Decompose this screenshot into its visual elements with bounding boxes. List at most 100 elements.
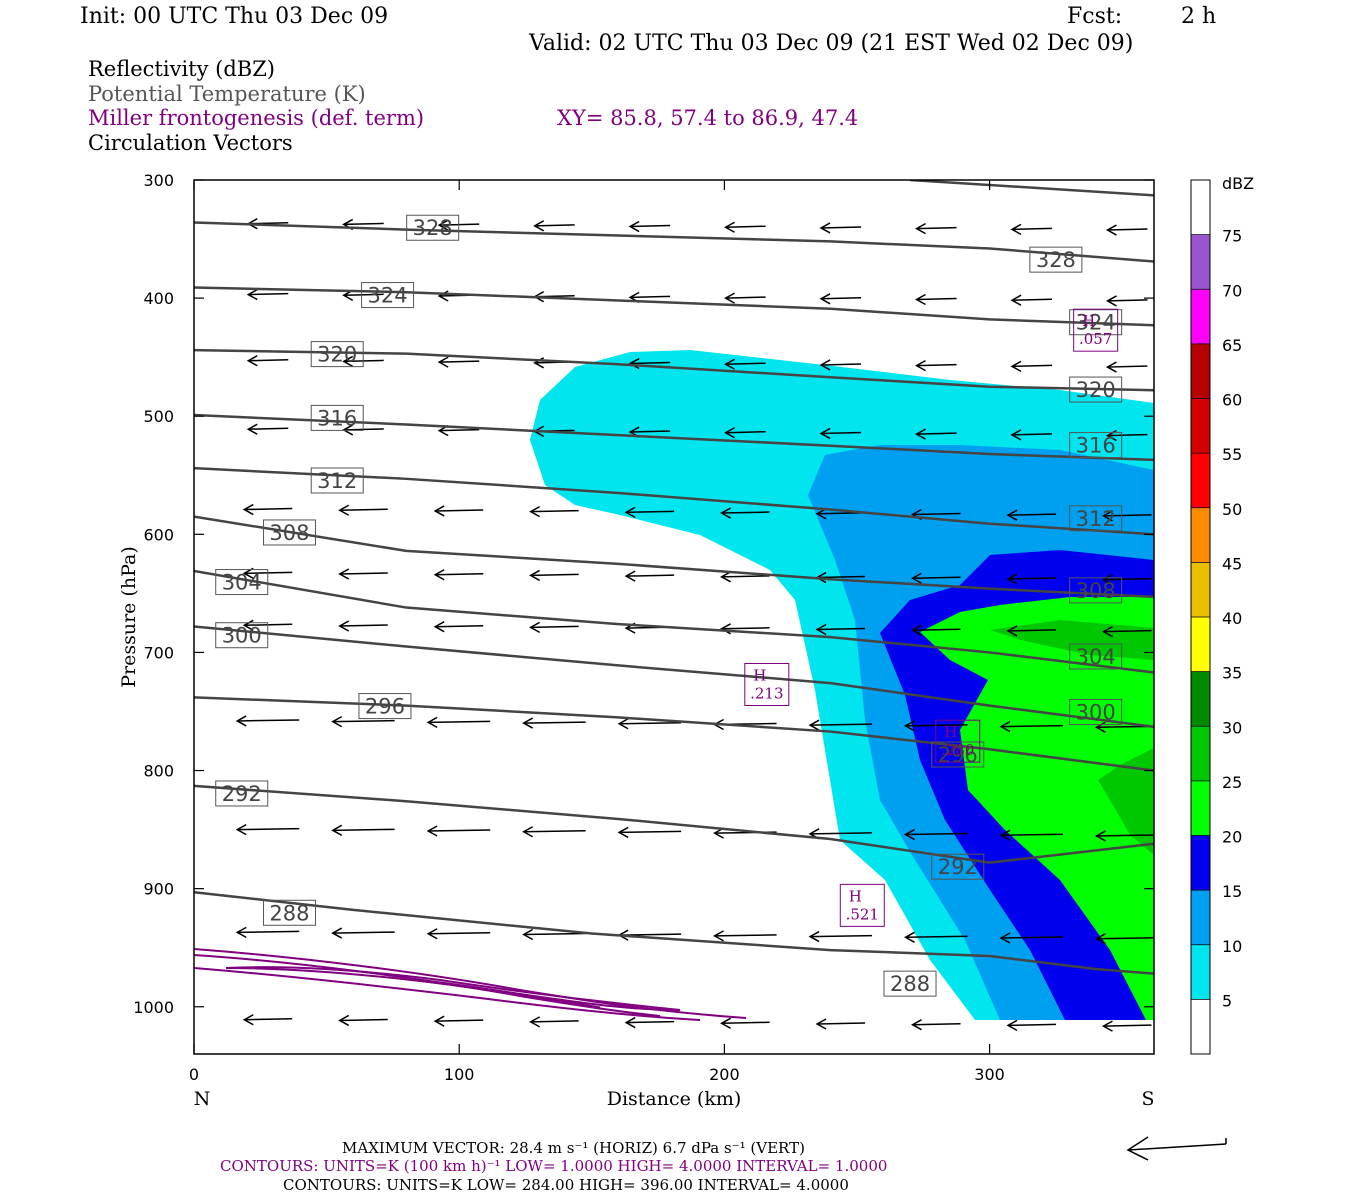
reflectivity-25dbz-region-lower — [1098, 748, 1154, 855]
circulation-vector — [1101, 574, 1152, 586]
svg-text:296: 296 — [365, 695, 405, 719]
svg-text:296: 296 — [938, 743, 978, 767]
theta-contour-label: 296 — [931, 741, 985, 768]
theta-contour — [194, 221, 1154, 263]
circulation-vector — [1094, 933, 1154, 945]
theta-contour-label: 292 — [215, 780, 269, 807]
circulation-vector — [1006, 1019, 1057, 1032]
colorbar-swatch — [1191, 289, 1210, 344]
colorbar-swatch — [1191, 780, 1210, 836]
theta-contour-label: 300 — [215, 622, 269, 649]
circulation-vector — [242, 503, 293, 516]
y-tick-label: 1000 — [133, 998, 174, 1017]
svg-text:300: 300 — [222, 624, 262, 648]
svg-text:324: 324 — [1076, 311, 1116, 335]
circulation-vector — [724, 292, 766, 304]
svg-text:316: 316 — [1076, 434, 1116, 458]
theta-contour-label: 292 — [931, 853, 985, 880]
circulation-vector — [1105, 361, 1148, 373]
y-tick-label: 900 — [143, 880, 174, 899]
legend-reflectivity: Reflectivity (dBZ) — [88, 57, 276, 81]
circulation-vector — [433, 621, 484, 633]
circulation-vector — [529, 569, 579, 582]
circulation-vector — [819, 293, 862, 305]
theta-contour-info: CONTOURS: UNITS=K LOW= 284.00 HIGH= 396.… — [283, 1176, 849, 1194]
theta-contour-label: 288 — [262, 899, 316, 926]
circulation-vector — [331, 927, 395, 939]
svg-text:312: 312 — [317, 469, 357, 493]
colorbar-label: 10 — [1222, 937, 1242, 956]
theta-contour-label: 304 — [215, 569, 269, 596]
circulation-vector — [720, 1017, 770, 1029]
svg-text:288: 288 — [890, 972, 930, 996]
svg-text:328: 328 — [413, 216, 453, 240]
svg-text:324: 324 — [368, 284, 408, 308]
colorbar-label: 60 — [1222, 391, 1242, 410]
fronto-contour-info: CONTOURS: UNITS=K (100 km h)⁻¹ LOW= 1.00… — [220, 1157, 888, 1175]
colorbar-swatch — [1191, 617, 1210, 672]
colorbar-swatch — [1191, 180, 1210, 235]
theta-contour — [194, 890, 1154, 975]
circulation-vector — [914, 428, 957, 440]
colorbar-swatch — [1191, 507, 1210, 563]
theta-contour-label: 320 — [310, 341, 364, 368]
svg-text:H: H — [753, 667, 766, 685]
circulation-vector — [529, 1016, 579, 1028]
legend-frontogenesis: Miller frontogenesis (def. term) — [88, 106, 425, 130]
svg-text:304: 304 — [222, 571, 262, 595]
theta-contour-label: 324 — [1069, 309, 1123, 336]
circulation-vector — [242, 1014, 293, 1026]
circulation-vector — [522, 826, 586, 838]
circulation-vector — [1010, 360, 1053, 373]
circulation-vector — [1094, 830, 1154, 842]
theta-contour-label: 312 — [1069, 505, 1123, 532]
circulation-vector — [433, 505, 484, 517]
theta-contour-label: 296 — [358, 693, 412, 720]
circulation-vector — [903, 720, 968, 732]
x-tick-label: 0 — [189, 1065, 199, 1084]
circulation-vector — [235, 823, 300, 836]
max-vector-note: MAXIMUM VECTOR: 28.4 m s⁻¹ (HORIZ) 6.7 d… — [342, 1139, 805, 1157]
circulation-vector — [815, 623, 866, 636]
svg-text:304: 304 — [1076, 645, 1116, 669]
y-tick-label: 800 — [143, 762, 174, 781]
circulation-vector — [246, 288, 289, 301]
circulation-vector — [808, 719, 873, 731]
colorbar-label: 70 — [1222, 281, 1242, 300]
circulation-vector — [1105, 295, 1148, 307]
circulation-vector — [533, 220, 575, 232]
svg-text:.280: .280 — [941, 741, 974, 759]
circulation-vector — [815, 1018, 866, 1030]
frontogenesis-high-marker: H.057 — [1073, 308, 1119, 352]
colorbar-swatch — [1191, 835, 1210, 891]
theta-contour-label: 328 — [406, 214, 460, 241]
circulation-vector — [426, 716, 491, 729]
colorbar-label: 75 — [1222, 227, 1242, 246]
circulation-vector — [338, 1014, 388, 1027]
colorbar-swatch — [1191, 453, 1210, 508]
theta-contour-label: 324 — [361, 282, 415, 309]
reference-vector — [1126, 1136, 1227, 1161]
theta-contour — [194, 784, 1154, 864]
circulation-vector — [433, 569, 484, 581]
svg-text:308: 308 — [1076, 579, 1116, 603]
circulation-vector — [338, 568, 388, 580]
circulation-vector — [999, 829, 1064, 841]
circulation-vector — [338, 504, 388, 516]
circulation-vector — [338, 620, 388, 632]
circulation-vector — [522, 717, 586, 729]
forecast-hour: 2 h — [1181, 4, 1217, 29]
colorbar-swatch — [1191, 398, 1210, 454]
svg-text:316: 316 — [317, 406, 357, 430]
circulation-vector — [624, 506, 675, 519]
x-end-label-north: N — [194, 1088, 211, 1110]
circulation-vector — [628, 220, 671, 233]
circulation-vector — [999, 720, 1064, 733]
svg-text:292: 292 — [938, 855, 978, 879]
reflectivity-20dbz-region — [920, 597, 1154, 1020]
svg-text:328: 328 — [1036, 248, 1076, 272]
theta-contour — [909, 180, 1154, 197]
theta-contour-label: 300 — [1069, 698, 1123, 725]
legend-vectors: Circulation Vectors — [88, 131, 293, 155]
theta-contour — [194, 696, 1154, 772]
